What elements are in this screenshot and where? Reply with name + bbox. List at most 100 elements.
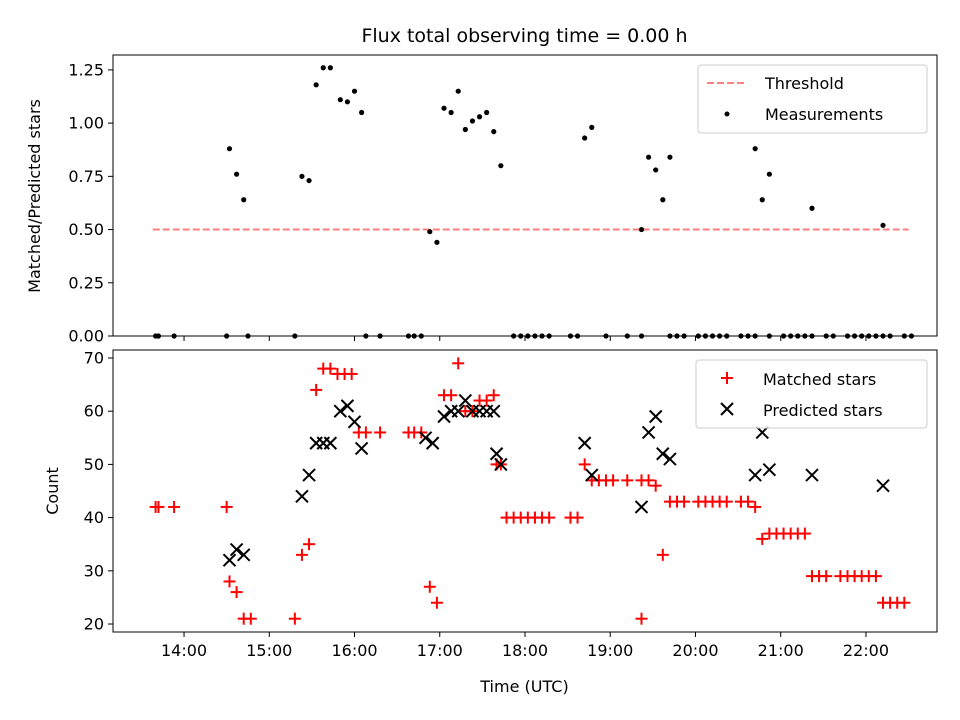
- measurement-point: [434, 239, 440, 245]
- measurement-point: [667, 154, 673, 160]
- matched-point: [820, 570, 833, 583]
- count-panel: 20 30 40 50 60 70 14:00 15:00 16:00 17:00 18:00 19…: [43, 348, 938, 696]
- matched-point: [720, 495, 733, 508]
- predicted-point: [634, 500, 649, 514]
- predicted-point: [323, 436, 338, 450]
- matched-point: [678, 495, 691, 508]
- matched-point: [152, 500, 165, 513]
- ratio-panel-marks: [152, 65, 915, 339]
- predicted-point: [347, 415, 362, 429]
- matched-point: [430, 596, 443, 609]
- measurement-point: [901, 333, 907, 339]
- measurement-point: [241, 197, 247, 203]
- measurement-point: [752, 146, 758, 152]
- predicted-point: [222, 553, 237, 567]
- y-tick-label: 0.50: [68, 220, 104, 239]
- matched-point: [423, 580, 436, 593]
- measurement-point: [709, 333, 716, 339]
- measurement-point: [518, 333, 524, 339]
- measurement-point: [766, 333, 772, 339]
- measurement-point: [788, 333, 794, 339]
- predicted-point: [229, 542, 244, 557]
- measurement-point: [441, 105, 447, 111]
- measurement-point: [795, 333, 801, 339]
- measurement-point: [582, 135, 588, 141]
- ratio-panel: 0.00 0.25 0.50 0.75 1.00 1.25 Matched/Predict…: [25, 54, 938, 346]
- measurement-point: [823, 333, 829, 339]
- measurement-point: [908, 333, 915, 339]
- measurement-point: [624, 333, 630, 339]
- predicted-point: [577, 436, 592, 450]
- measurement-point: [802, 333, 808, 339]
- matched-point: [649, 479, 662, 492]
- measurement-point: [873, 333, 879, 339]
- predicted-point: [418, 431, 433, 445]
- predicted-point: [876, 478, 890, 493]
- measurement-point: [695, 333, 701, 339]
- measurement-point: [852, 333, 858, 339]
- matched-point: [571, 511, 584, 524]
- y-tick-label: 1.25: [68, 60, 104, 79]
- matched-point: [656, 548, 669, 561]
- measurement-point: [299, 173, 305, 179]
- measurement-point: [224, 333, 230, 339]
- measurement-point: [887, 333, 893, 339]
- predicted-point: [805, 468, 819, 482]
- measurement-point: [702, 333, 709, 339]
- matched-point: [742, 495, 755, 508]
- predicted-point: [748, 468, 762, 482]
- matched-point: [756, 532, 769, 545]
- measurement-point: [462, 126, 468, 133]
- x-tick-label: 20:00: [672, 641, 718, 660]
- predicted-point: [302, 468, 316, 482]
- measurement-point: [469, 118, 476, 124]
- measurement-point: [724, 333, 730, 339]
- matched-point: [578, 458, 591, 471]
- matched-point: [295, 548, 308, 561]
- predicted-point: [487, 404, 501, 418]
- x-tick-label: 21:00: [758, 641, 804, 660]
- measurement-point: [638, 333, 645, 339]
- x-tick-label: 18:00: [502, 641, 548, 660]
- x-tick-label: 15:00: [246, 641, 292, 660]
- measurement-point: [574, 333, 581, 339]
- measurement-point: [660, 197, 666, 203]
- measurement-point: [525, 333, 531, 339]
- measurement-point: [667, 333, 673, 339]
- matched-point: [798, 527, 811, 540]
- measurement-point: [866, 333, 872, 339]
- measurement-point: [532, 333, 538, 339]
- matched-point: [168, 500, 181, 513]
- ratio-panel-y-label: Matched/Predicted stars: [25, 99, 44, 293]
- matched-point: [445, 389, 458, 402]
- y-tick-label: 0.00: [68, 327, 104, 346]
- measurement-point: [809, 205, 815, 211]
- y-tick-label: 30: [84, 561, 104, 580]
- measurement-point: [759, 197, 765, 203]
- matched-point: [223, 575, 236, 588]
- legend-measurements-label: Measurements: [765, 105, 883, 124]
- measurement-point: [546, 333, 552, 339]
- predicted-point: [648, 409, 663, 424]
- measurement-point: [306, 177, 312, 184]
- x-tick-label: 14:00: [161, 641, 207, 660]
- measurement-point: [511, 333, 517, 339]
- measurement-point: [738, 333, 744, 339]
- matched-point: [345, 367, 358, 380]
- measurement-point: [567, 333, 574, 339]
- count-panel-legend: Matched stars Predicted stars: [695, 359, 928, 429]
- predicted-point: [641, 425, 656, 440]
- chart-title: Flux total observing time = 0.00 h: [361, 25, 687, 47]
- measurement-point: [313, 82, 319, 88]
- matched-point: [543, 511, 556, 524]
- y-tick-label: 70: [84, 348, 104, 367]
- measurement-point: [448, 109, 454, 116]
- matched-point: [303, 538, 316, 551]
- matched-point: [480, 394, 493, 407]
- measurement-point: [363, 333, 369, 339]
- x-tick-label: 16:00: [331, 641, 377, 660]
- matched-point: [635, 612, 648, 625]
- matched-point: [487, 389, 500, 402]
- measurement-point: [405, 333, 412, 339]
